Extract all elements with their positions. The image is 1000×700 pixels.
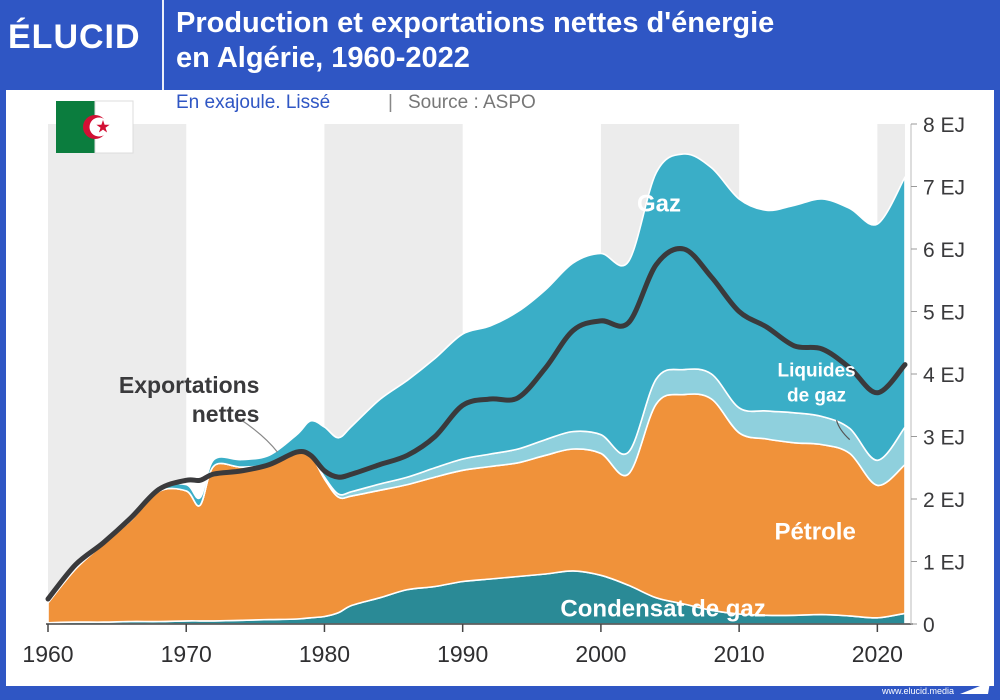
y-tick-label: 8 EJ — [923, 114, 965, 137]
footer-url: www.elucid.media — [881, 686, 954, 696]
footer-arrow-icon — [960, 682, 990, 694]
y-tick-label: 4 EJ — [923, 364, 965, 387]
annotation-pointer — [239, 418, 278, 453]
subtitle-source: Source : ASPO — [408, 92, 536, 113]
subtitle-unit: En exajoule. Lissé — [176, 92, 330, 113]
x-tick-label: 1990 — [437, 641, 488, 667]
logo-text: ÉLUCID — [8, 18, 141, 56]
x-tick-label: 2020 — [852, 641, 903, 667]
axes: 0 1 EJ 2 EJ 3 EJ 4 EJ 5 EJ 6 EJ 7 EJ 8 EJ 1960 197… — [22, 114, 965, 667]
annotation-label: de gaz — [787, 385, 846, 406]
annotation-label: Condensat de gaz — [560, 596, 765, 623]
y-tick-label: 0 — [923, 614, 935, 637]
title-line-1: Production et exportations nettes d'éner… — [176, 7, 775, 39]
logo-separator — [162, 0, 164, 90]
y-tick-label: 2 EJ — [923, 489, 965, 512]
annotations: Gaz Exportations nettes Liquides de gaz Pétro… — [119, 191, 856, 623]
line-exportations-nettes — [45, 246, 908, 602]
flag-star — [96, 120, 110, 133]
x-tick-label: 1960 — [22, 641, 73, 667]
annotation-label: nettes — [192, 401, 260, 427]
subtitle-separator: | — [388, 92, 393, 113]
chart-title: Production et exportations nettes d'éner… — [176, 6, 976, 76]
elucid-logo: ÉLUCID — [8, 18, 153, 64]
x-tick-label: 1970 — [161, 641, 212, 667]
annotation-pointer — [835, 420, 851, 441]
algeria-flag — [56, 100, 134, 154]
x-tick-label: 2000 — [575, 641, 626, 667]
exports-line-layer — [45, 246, 908, 602]
flag-crescent-inner — [89, 117, 109, 137]
y-tick-label: 1 EJ — [923, 552, 965, 575]
y-tick-label: 7 EJ — [923, 177, 965, 200]
annotation-label: Pétrole — [774, 519, 855, 546]
y-tick-label: 3 EJ — [923, 427, 965, 450]
annotation-label: Liquides — [777, 360, 855, 381]
y-tick-label: 5 EJ — [923, 302, 965, 325]
annotation-label: Exportations — [119, 372, 260, 398]
x-tick-label: 1980 — [299, 641, 350, 667]
x-tick-label: 2010 — [714, 641, 765, 667]
annotation-label: Gaz — [637, 191, 681, 218]
y-tick-label: 6 EJ — [923, 239, 965, 262]
title-line-2: en Algérie, 1960-2022 — [176, 42, 470, 74]
